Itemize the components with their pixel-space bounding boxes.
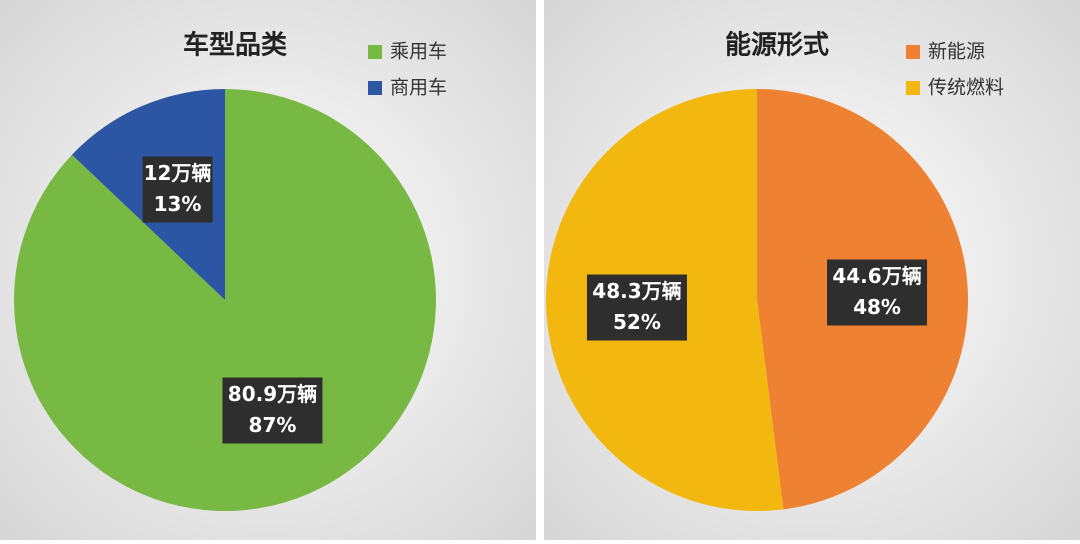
data-label: 80.9万辆 [228,382,317,406]
label-box [827,259,928,326]
data-label: 48% [853,295,901,319]
pie-slice [13,89,436,512]
data-label: 48.3万辆 [592,279,681,303]
data-label: 44.6万辆 [832,264,921,288]
legend-label: 新能源 [928,41,985,63]
legend-label: 乘用车 [390,41,447,63]
chart-title: 车型品类 [183,30,287,61]
data-label: 52% [613,310,661,334]
legend-swatch [906,81,920,95]
legend-label: 商用车 [390,77,447,99]
legend-label: 传统燃料 [928,77,1004,99]
label-box [586,274,687,341]
label-box [142,156,213,223]
legend-swatch [368,45,382,59]
data-label: 12万辆 [144,161,212,185]
data-label: 13% [154,192,202,216]
legend-swatch [368,81,382,95]
legend-swatch [906,45,920,59]
data-label: 87% [249,413,297,437]
chart-title: 能源形式 [725,30,829,61]
label-box [222,377,323,444]
